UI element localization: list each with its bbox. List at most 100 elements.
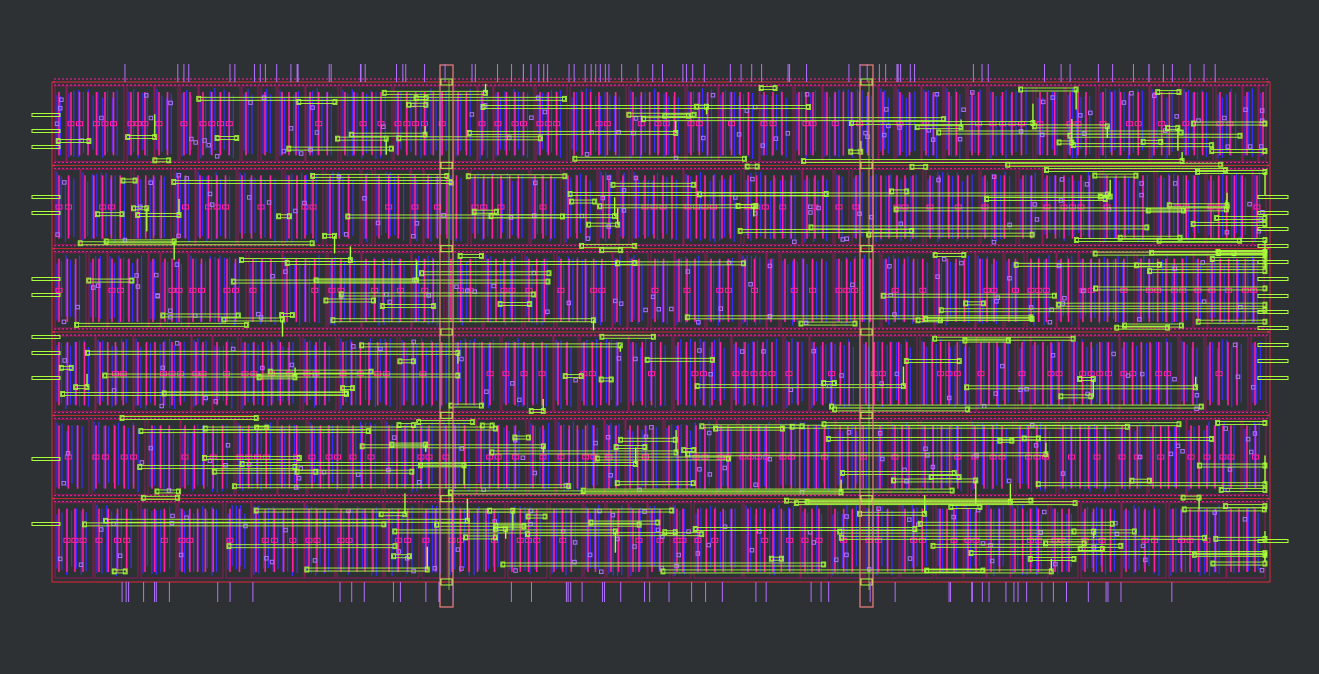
- m2-wire: [1146, 208, 1186, 213]
- poly-contact: [110, 121, 117, 127]
- m2-via: [1262, 285, 1268, 292]
- m2-via: [889, 188, 894, 195]
- poly-contact: [511, 121, 519, 127]
- std-cell: [766, 252, 780, 329]
- m2-wire: [240, 462, 638, 466]
- m2-wire: [1192, 552, 1267, 557]
- m2-via: [1209, 148, 1215, 154]
- m2-via: [626, 111, 632, 118]
- m2-via: [821, 421, 827, 428]
- m2-via: [81, 521, 87, 528]
- m2-via: [323, 297, 329, 304]
- m2-via: [525, 513, 531, 520]
- via: [608, 473, 613, 478]
- m2-via: [488, 213, 494, 220]
- via: [722, 465, 728, 471]
- poly-contact: [919, 287, 927, 293]
- via: [618, 301, 624, 306]
- via: [1194, 392, 1200, 398]
- via: [1225, 144, 1231, 149]
- m2-wire: [95, 212, 124, 217]
- m2-via: [494, 208, 500, 215]
- via: [1033, 443, 1039, 448]
- poly-contact: [127, 121, 135, 127]
- m2-via: [642, 444, 648, 450]
- std-cell: [1250, 335, 1267, 412]
- m2-via: [211, 468, 217, 475]
- via: [283, 527, 288, 533]
- m2-wire: [458, 253, 483, 258]
- via: [362, 196, 367, 201]
- via: [517, 397, 522, 403]
- m2-via: [68, 364, 74, 371]
- m2-wire: [1134, 263, 1267, 268]
- via: [792, 239, 797, 245]
- m2-wire: [314, 278, 419, 283]
- m2-via: [636, 521, 642, 528]
- m2-via: [1056, 139, 1062, 146]
- m2-wire: [759, 86, 777, 91]
- m2-via: [1214, 215, 1219, 221]
- m2-wire: [418, 463, 466, 468]
- via: [991, 174, 997, 179]
- power-rail: [53, 161, 1269, 169]
- std-cell: [1058, 418, 1117, 496]
- via: [1194, 406, 1199, 411]
- m2-wire: [614, 445, 647, 449]
- m2-via: [406, 101, 411, 108]
- io-pin-left: [31, 376, 61, 380]
- via: [686, 529, 691, 534]
- poly-contact: [1042, 287, 1050, 293]
- via: [685, 269, 691, 274]
- poly-contact: [1118, 454, 1126, 460]
- via: [1080, 288, 1086, 294]
- m2-via: [1155, 89, 1161, 96]
- via: [610, 512, 616, 518]
- via: [1053, 561, 1058, 567]
- std-cell: [1205, 335, 1249, 412]
- via: [676, 552, 681, 558]
- std-cell: [348, 418, 383, 496]
- m2-via: [1036, 435, 1041, 442]
- m2-via: [111, 568, 117, 575]
- m2-via: [699, 423, 705, 430]
- metal2-layer: [55, 83, 1268, 575]
- poly-contact: [635, 537, 643, 543]
- m2-via: [1262, 215, 1268, 221]
- poly-contact: [494, 121, 502, 127]
- m2-via: [780, 425, 785, 432]
- poly-contact: [334, 454, 341, 460]
- via: [426, 293, 431, 298]
- m2-via: [798, 320, 804, 327]
- std-cell: [1069, 335, 1120, 412]
- m2-wire: [894, 207, 1228, 212]
- via: [897, 125, 902, 130]
- poly-contact: [953, 371, 961, 377]
- poly-contact: [728, 121, 735, 127]
- poly-contact: [417, 454, 425, 460]
- m2-via: [1179, 322, 1184, 329]
- poly-contact: [394, 537, 402, 543]
- m2-via: [588, 519, 594, 526]
- via: [1047, 319, 1053, 325]
- m2-wire: [833, 407, 970, 412]
- m2-wire: [714, 426, 784, 431]
- m2-via: [466, 129, 472, 136]
- poly-contact: [71, 537, 79, 543]
- via: [753, 482, 758, 488]
- via: [414, 221, 420, 226]
- via: [160, 365, 166, 371]
- m2-via: [1071, 556, 1077, 562]
- via: [95, 283, 101, 288]
- poly-contact: [359, 121, 367, 127]
- poly-contact: [1227, 454, 1235, 460]
- strap-via: [440, 578, 453, 586]
- strap-via: [860, 161, 873, 169]
- via: [621, 208, 627, 213]
- m2-wire: [112, 569, 127, 574]
- m2-wire: [324, 298, 376, 303]
- poly-contact: [412, 121, 420, 127]
- poly-contact: [694, 537, 702, 543]
